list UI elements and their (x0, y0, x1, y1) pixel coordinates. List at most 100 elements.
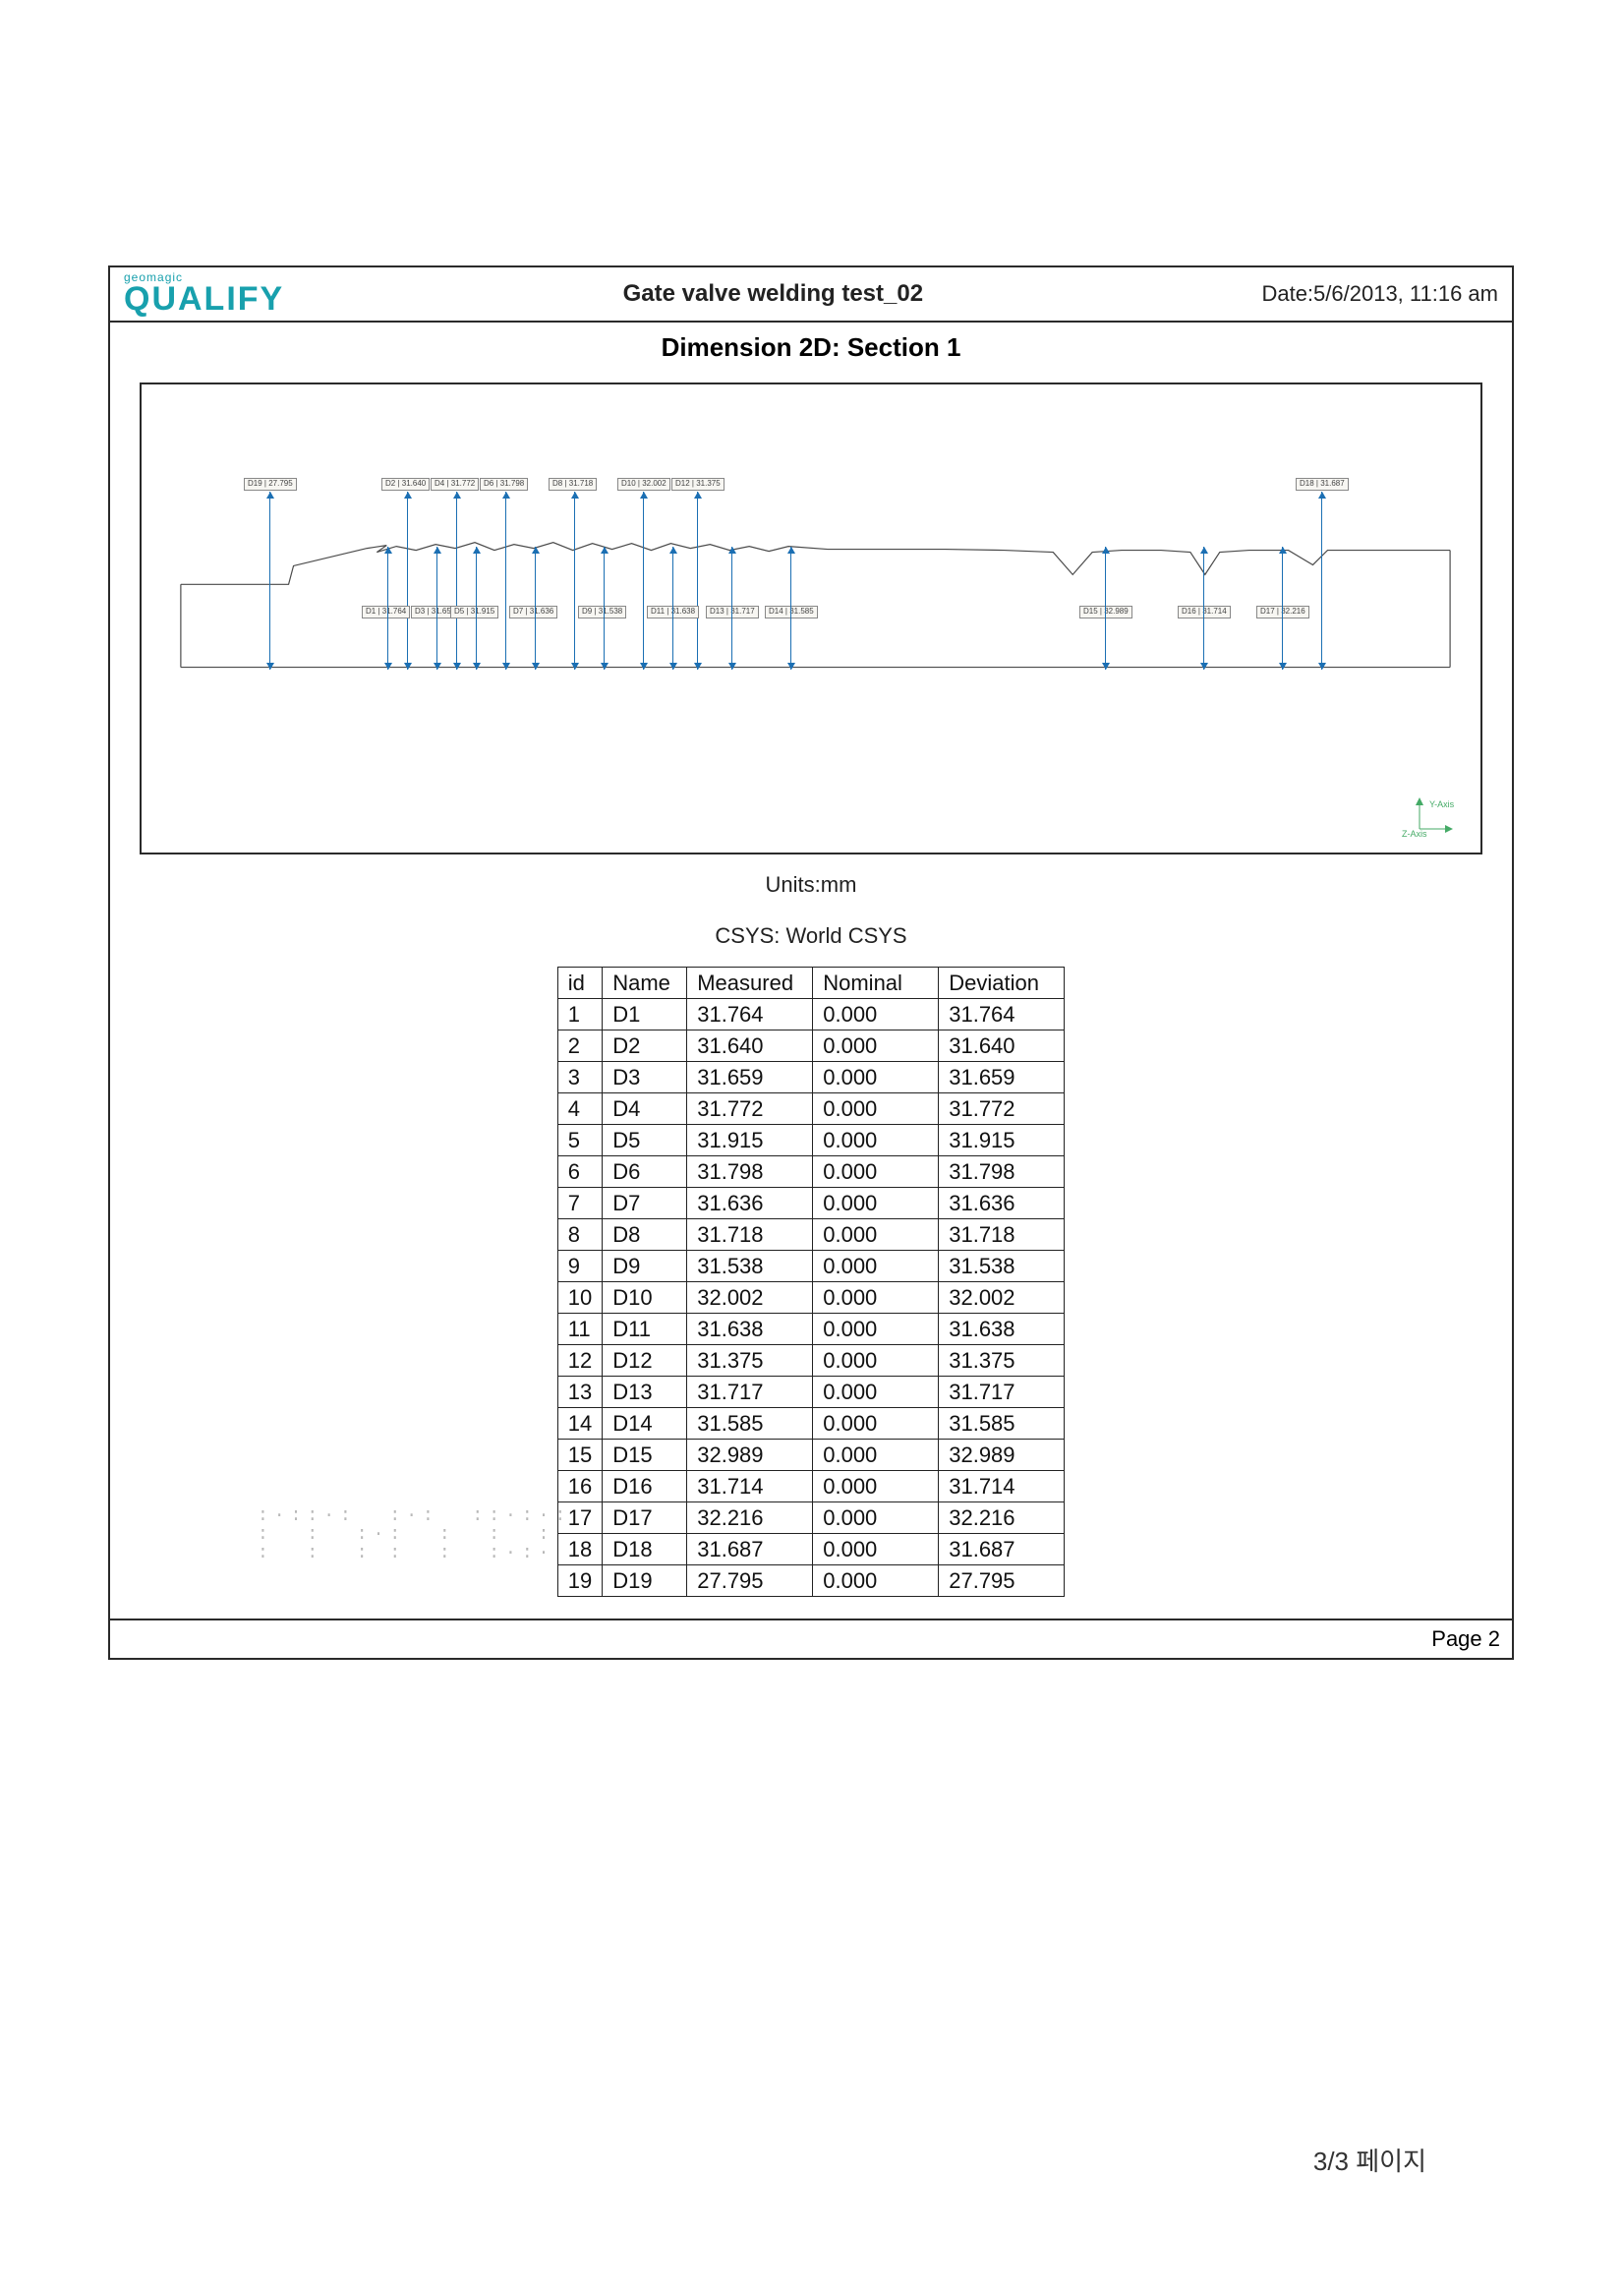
table-row: 4D431.7720.00031.772 (557, 1093, 1064, 1125)
table-cell: D15 (603, 1440, 687, 1471)
table-cell: 27.795 (939, 1565, 1065, 1597)
dimension-leader (456, 492, 457, 670)
dimension-leader (535, 619, 536, 670)
table-cell: 0.000 (813, 999, 939, 1030)
table-cell: 31.687 (939, 1534, 1065, 1565)
table-cell: 31.764 (939, 999, 1065, 1030)
dimension-leader (436, 619, 437, 670)
table-cell: 31.636 (687, 1188, 813, 1219)
dimension-callout: D5 | 31.915 (450, 606, 498, 618)
table-cell: 31.638 (687, 1314, 813, 1345)
section-title: Dimension 2D: Section 1 (110, 323, 1512, 377)
table-cell: 3 (557, 1062, 602, 1093)
outer-page-number: 3/3 페이지 (1313, 2142, 1426, 2178)
dimension-leader (604, 547, 605, 619)
table-cell: 8 (557, 1219, 602, 1251)
dimension-callout: D2 | 31.640 (381, 478, 430, 491)
table-row: 5D531.9150.00031.915 (557, 1125, 1064, 1156)
table-cell: 0.000 (813, 1251, 939, 1282)
dimension-leader (790, 547, 791, 619)
table-cell: 19 (557, 1565, 602, 1597)
table-row: 19D1927.7950.00027.795 (557, 1565, 1064, 1597)
table-cell: 2 (557, 1030, 602, 1062)
table-cell: 31.718 (687, 1219, 813, 1251)
table-row: 11D1131.6380.00031.638 (557, 1314, 1064, 1345)
table-cell: 15 (557, 1440, 602, 1471)
table-cell: 31.714 (687, 1471, 813, 1502)
table-cell: 14 (557, 1408, 602, 1440)
table-cell: 27.795 (687, 1565, 813, 1597)
table-cell: D1 (603, 999, 687, 1030)
table-cell: D16 (603, 1471, 687, 1502)
table-cell: 4 (557, 1093, 602, 1125)
axes-indicator: Y-Axis Z-Axis (1402, 795, 1457, 839)
dimension-leader (1282, 619, 1283, 670)
table-cell: D9 (603, 1251, 687, 1282)
table-cell: 31.538 (687, 1251, 813, 1282)
table-cell: D5 (603, 1125, 687, 1156)
table-row: 6D631.7980.00031.798 (557, 1156, 1064, 1188)
table-body: 1D131.7640.00031.7642D231.6400.00031.640… (557, 999, 1064, 1597)
table-cell: 31.714 (939, 1471, 1065, 1502)
table-row: 7D731.6360.00031.636 (557, 1188, 1064, 1219)
table-cell: 31.640 (939, 1030, 1065, 1062)
axes-y-label: Y-Axis (1429, 799, 1455, 809)
table-cell: 31.638 (939, 1314, 1065, 1345)
table-cell: 0.000 (813, 1345, 939, 1377)
section-diagram: Y-Axis Z-Axis D19 | 27.795D2 | 31.640D4 … (140, 383, 1482, 854)
dimension-leader (731, 619, 732, 670)
table-row: 16D1631.7140.00031.714 (557, 1471, 1064, 1502)
table-cell: 31.915 (939, 1125, 1065, 1156)
table-cell: D13 (603, 1377, 687, 1408)
dimension-leader (387, 547, 388, 619)
table-cell: 31.659 (939, 1062, 1065, 1093)
table-cell: D7 (603, 1188, 687, 1219)
page-footer: Page 2 (110, 1619, 1512, 1658)
table-row: 1D131.7640.00031.764 (557, 999, 1064, 1030)
table-cell: 0.000 (813, 1565, 939, 1597)
dimension-callout: D4 | 31.772 (431, 478, 479, 491)
table-cell: 31.375 (939, 1345, 1065, 1377)
table-cell: 31.636 (939, 1188, 1065, 1219)
table-cell: 32.002 (687, 1282, 813, 1314)
table-row: 3D331.6590.00031.659 (557, 1062, 1064, 1093)
dimension-leader (535, 547, 536, 619)
dimension-leader (790, 619, 791, 670)
report-date: Date:5/6/2013, 11:16 am (1261, 281, 1498, 307)
table-cell: 0.000 (813, 1282, 939, 1314)
table-cell: 6 (557, 1156, 602, 1188)
table-cell: 0.000 (813, 1188, 939, 1219)
table-row: 2D231.6400.00031.640 (557, 1030, 1064, 1062)
dimension-callout: D18 | 31.687 (1296, 478, 1349, 491)
table-header-cell: Name (603, 968, 687, 999)
table-row: 17D1732.2160.00032.216 (557, 1502, 1064, 1534)
table-cell: 31.772 (939, 1093, 1065, 1125)
table-cell: 31.915 (687, 1125, 813, 1156)
table-cell: 0.000 (813, 1440, 939, 1471)
table-cell: 31.764 (687, 999, 813, 1030)
table-cell: 0.000 (813, 1219, 939, 1251)
dimension-leader (1203, 619, 1204, 670)
table-row: 12D1231.3750.00031.375 (557, 1345, 1064, 1377)
dimension-callout: D7 | 31.636 (509, 606, 557, 618)
brand-big-text: QUALIFY (124, 282, 284, 316)
table-header-cell: id (557, 968, 602, 999)
table-cell: 11 (557, 1314, 602, 1345)
table-row: 8D831.7180.00031.718 (557, 1219, 1064, 1251)
table-row: 18D1831.6870.00031.687 (557, 1534, 1064, 1565)
table-cell: 32.002 (939, 1282, 1065, 1314)
dimension-leader (731, 547, 732, 619)
table-cell: 31.772 (687, 1093, 813, 1125)
dimension-callout: D9 | 31.538 (578, 606, 626, 618)
table-header-cell: Nominal (813, 968, 939, 999)
dimension-leader (574, 492, 575, 670)
table-cell: 0.000 (813, 1030, 939, 1062)
table-cell: D3 (603, 1062, 687, 1093)
table-cell: 31.538 (939, 1251, 1065, 1282)
table-cell: D12 (603, 1345, 687, 1377)
dimension-leader (1105, 619, 1106, 670)
table-cell: 31.687 (687, 1534, 813, 1565)
table-cell: 32.216 (939, 1502, 1065, 1534)
table-cell: 31.717 (687, 1377, 813, 1408)
dimension-callout: D8 | 31.718 (549, 478, 597, 491)
